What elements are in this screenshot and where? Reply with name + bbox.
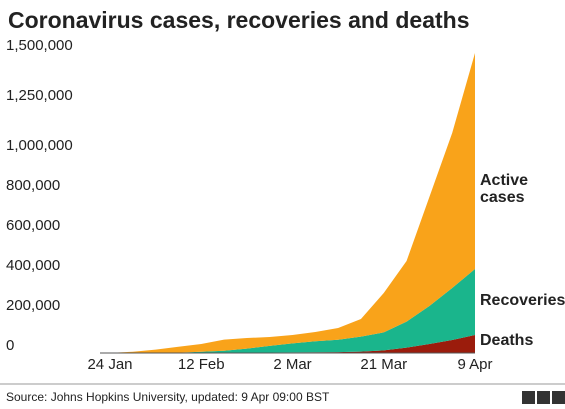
y-tick-label: 600,000 xyxy=(6,217,60,234)
y-tick-label: 0 xyxy=(6,337,14,354)
legend-label: Deaths xyxy=(480,332,534,349)
x-tick-label: 2 Mar xyxy=(273,356,311,373)
chart-title: Coronavirus cases, recoveries and deaths xyxy=(8,7,470,33)
area xyxy=(110,53,475,353)
source: Source: Johns Hopkins University, update… xyxy=(6,390,330,404)
x-tick-label: 24 Jan xyxy=(87,356,132,373)
y-tick-label: 400,000 xyxy=(6,257,60,274)
x-tick-label: 9 Apr xyxy=(457,356,492,373)
y-tick-label: 1,250,000 xyxy=(6,87,73,104)
bbc-logo xyxy=(522,391,565,404)
legend-label: Active cases xyxy=(480,172,529,206)
x-tick-label: 12 Feb xyxy=(178,356,225,373)
y-tick-label: 800,000 xyxy=(6,177,60,194)
y-tick-label: 200,000 xyxy=(6,297,60,314)
y-tick-label: 1,500,000 xyxy=(6,37,73,54)
area xyxy=(110,335,475,353)
x-tick-label: 21 Mar xyxy=(360,356,407,373)
y-tick-label: 1,000,000 xyxy=(6,137,73,154)
legend-label: Recoveries xyxy=(480,292,565,309)
